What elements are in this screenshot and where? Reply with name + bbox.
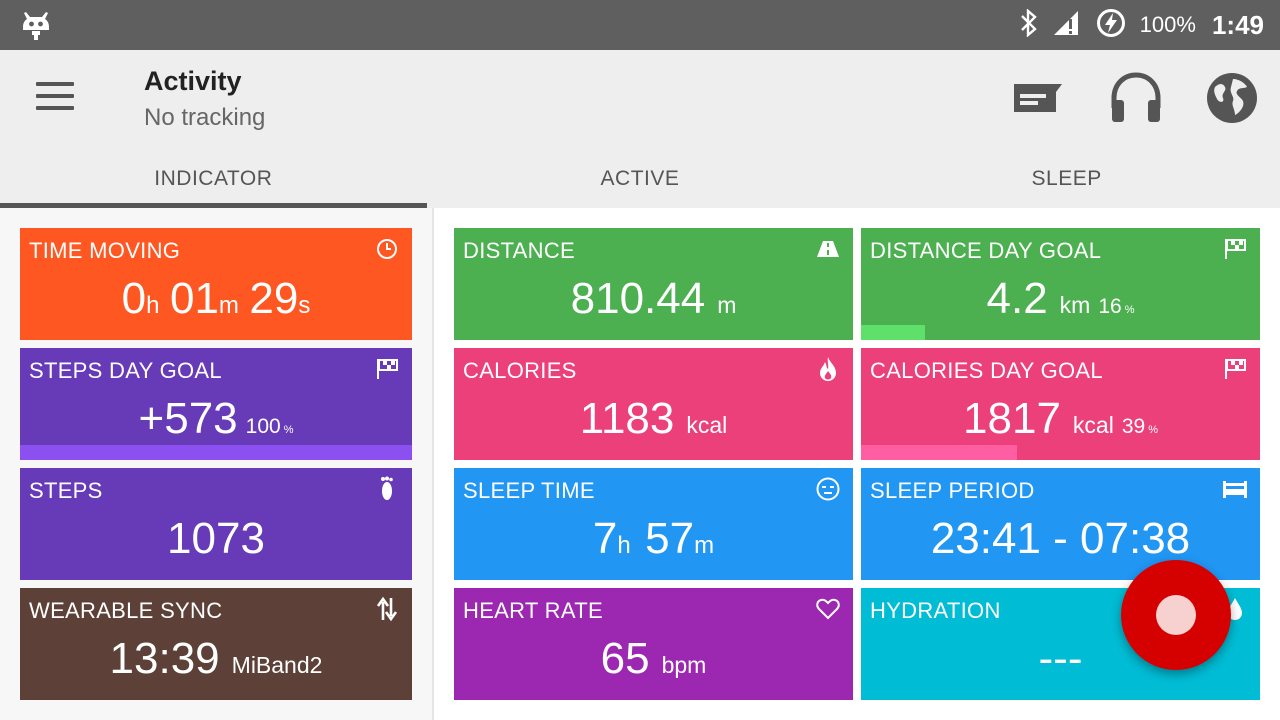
card-value: 7h 57m [592,514,715,563]
card-title: TIME MOVING [29,238,181,263]
card-title: STEPS DAY GOAL [29,358,222,383]
card-heart-rate[interactable]: HEART RATE 65 bpm [454,588,853,700]
card-value: 1183 kcal [579,394,728,443]
status-bar: 100% 1:49 [0,0,1280,50]
globe-button[interactable] [1204,70,1260,126]
card-value: 4.2 km 16% [986,274,1135,323]
menu-button[interactable] [36,82,76,114]
card-title: HEART RATE [463,598,603,623]
indicator-content: TIME MOVING 0h 01m 29s STEPS DAY GOAL +5… [0,208,1280,720]
card-title: STEPS [29,478,103,503]
page-title: Activity [144,66,242,96]
card-title: SLEEP PERIOD [870,478,1035,503]
card-value: +573 100% [138,394,294,443]
flame-icon [815,356,841,382]
clock-icon [374,236,400,262]
card-sleep-period[interactable]: SLEEP PERIOD 23:41 - 07:38 [861,468,1260,580]
card-title: HYDRATION [870,598,1001,623]
card-sleep-time[interactable]: SLEEP TIME 7h 57m [454,468,853,580]
card-title: DISTANCE [463,238,576,263]
card-steps[interactable]: STEPS 1073 [20,468,412,580]
card-title: SLEEP TIME [463,478,595,503]
goal-progress-bar [20,445,412,460]
flag-icon [374,356,400,382]
footprint-icon [374,476,400,502]
card-title: CALORIES [463,358,577,383]
goal-progress-bar [861,445,1017,460]
card-value: 810.44 m [570,274,737,323]
card-wearable-sync[interactable]: WEARABLE SYNC 13:39 MiBand2 [20,588,412,700]
clock-time: 1:49 [1211,9,1264,40]
card-title: CALORIES DAY GOAL [870,358,1103,383]
heart-icon [815,596,841,622]
record-button[interactable] [1121,560,1231,670]
card-steps-day-goal[interactable]: STEPS DAY GOAL +573 100% [20,348,412,460]
card-calories-day-goal[interactable]: CALORIES DAY GOAL 1817 kcal 39% [861,348,1260,460]
tab-sleep[interactable]: SLEEP [1031,167,1102,190]
card-value: --- [1038,634,1083,683]
sync-arrows-icon [374,596,400,622]
flag-icon [1222,356,1248,382]
goal-progress-bar [861,325,925,340]
card-value: 1817 kcal 39% [963,394,1158,443]
sleep-face-icon [815,476,841,502]
card-time-moving[interactable]: TIME MOVING 0h 01m 29s [20,228,412,340]
menu-icon [36,82,74,86]
card-value: 65 bpm [600,634,707,683]
app-bar: Activity No tracking [0,50,1280,146]
card-value: 0h 01m 29s [121,274,311,323]
headphones-icon [1111,72,1161,122]
battery-charging-icon [1096,8,1126,43]
card-value: 1073 [167,514,265,563]
tab-active[interactable]: ACTIVE [600,167,680,190]
card-value: 13:39 MiBand2 [109,634,323,683]
card-value: 23:41 - 07:38 [930,514,1191,563]
signal-icon [1052,9,1082,42]
card-title: DISTANCE DAY GOAL [870,238,1102,263]
card-distance-day-goal[interactable]: DISTANCE DAY GOAL 4.2 km 16% [861,228,1260,340]
cyanogen-mascot-icon [22,10,50,40]
tab-indicator[interactable]: INDICATOR [0,146,427,208]
bluetooth-icon [1020,7,1038,42]
tab-bar: INDICATOR ACTIVE SLEEP [0,146,1280,208]
message-button[interactable] [1010,70,1066,126]
bed-icon [1222,476,1248,502]
message-icon [1014,84,1062,112]
globe-icon [1207,73,1257,123]
flag-icon [1222,236,1248,262]
card-calories[interactable]: CALORIES 1183 kcal [454,348,853,460]
water-drop-icon [1222,596,1248,622]
card-title: WEARABLE SYNC [29,598,223,623]
road-icon [815,236,841,262]
record-icon [1156,595,1196,635]
battery-percent: 100% [1139,12,1196,37]
headphones-button[interactable] [1108,70,1164,126]
page-subtitle: No tracking [144,104,266,131]
card-distance[interactable]: DISTANCE 810.44 m [454,228,853,340]
